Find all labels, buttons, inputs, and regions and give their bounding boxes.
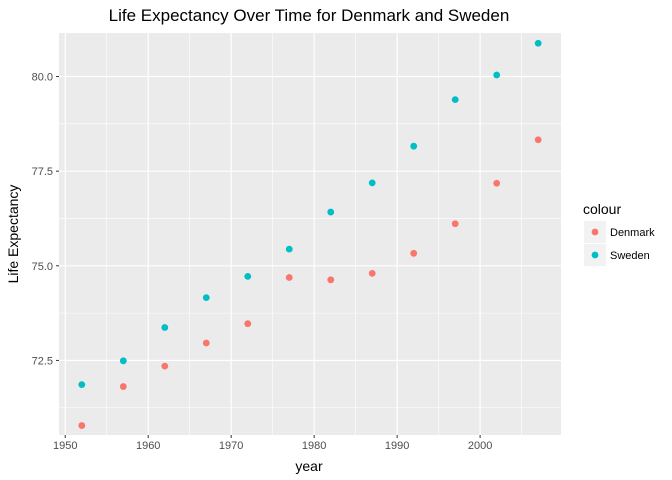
point-sweden [410,142,418,150]
point-sweden [119,357,127,365]
y-tick-label: 80.0 [32,72,53,84]
minor-grid [59,33,561,435]
x-tick-label: 1990 [385,440,409,452]
point-denmark [202,339,210,347]
x-axis: 1950 1960 1970 1980 1990 2000 [53,435,492,452]
chart-title: Life Expectancy Over Time for Denmark an… [109,6,510,25]
point-denmark [368,269,376,277]
x-tick-label: 1980 [302,440,326,452]
point-denmark [119,383,127,390]
point-sweden [202,294,210,301]
point-sweden [285,245,293,253]
point-denmark [285,274,293,281]
legend-marker-denmark [591,228,599,236]
point-sweden [327,208,335,216]
legend: colour Denmark Sweden [583,201,655,266]
y-tick-label: 75.0 [32,261,53,273]
legend-title: colour [583,201,621,217]
x-tick-label: 1960 [136,440,160,452]
point-denmark [78,422,86,429]
point-denmark [244,320,252,328]
legend-label-denmark: Denmark [610,227,655,239]
major-grid [59,33,561,435]
point-sweden [493,71,501,79]
point-denmark [534,136,542,144]
data-points [78,39,542,429]
point-denmark [327,276,335,284]
point-sweden [244,272,252,280]
legend-marker-sweden [591,251,599,259]
point-denmark [410,249,418,257]
x-tick-label: 1970 [219,440,243,452]
y-tick-label: 77.5 [32,166,53,178]
point-denmark [493,179,501,187]
x-tick-label: 1950 [53,440,77,452]
x-tick-label: 2000 [468,440,492,452]
y-axis: 72.5 75.0 77.5 80.0 [32,72,59,367]
point-sweden [451,96,459,104]
y-axis-title: Life Expectancy [5,185,21,284]
x-axis-title: year [295,458,323,474]
point-sweden [534,39,542,47]
y-tick-label: 72.5 [32,355,53,367]
legend-label-sweden: Sweden [610,250,650,262]
point-sweden [368,179,376,187]
point-sweden [78,381,86,389]
point-denmark [451,220,459,228]
plot-panel [59,33,561,435]
point-sweden [161,324,169,331]
point-denmark [161,362,169,370]
